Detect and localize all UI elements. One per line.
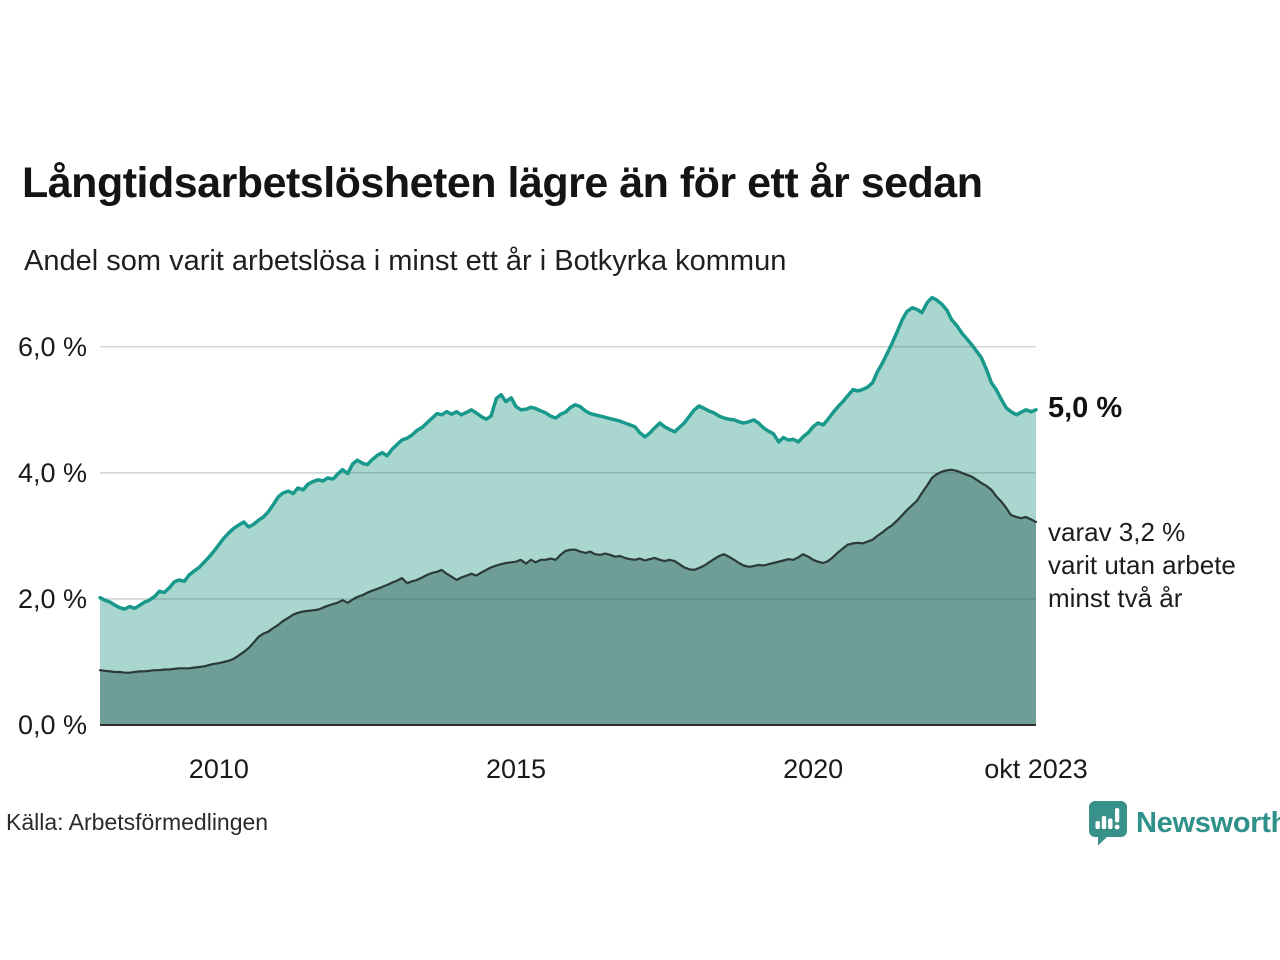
- y-tick-label: 0,0 %: [18, 710, 88, 740]
- x-tick-label: 2010: [188, 754, 249, 784]
- secondary-annotation-line-3: minst två år: [1048, 583, 1183, 613]
- newsworthy-wordmark: Newsworthy: [1136, 806, 1280, 839]
- newsworthy-logo[interactable]: Newsworthy: [1088, 800, 1280, 846]
- secondary-series-annotation: varav 3,2 % varit utan arbete minst två …: [1048, 516, 1236, 615]
- page-title: Långtidsarbetslösheten lägre än för ett …: [22, 158, 983, 207]
- secondary-annotation-line-2: varit utan arbete: [1048, 550, 1236, 580]
- x-tick-label: 2020: [783, 754, 844, 784]
- page-subtitle: Andel som varit arbetslösa i minst ett å…: [24, 245, 787, 277]
- y-tick-label: 4,0 %: [18, 457, 88, 488]
- line-series-2: [98, 468, 1038, 674]
- area-fill-series-2: [100, 469, 1036, 725]
- latest-value-annotation: 5,0 %: [1048, 392, 1123, 424]
- line-series-1: [98, 295, 1038, 611]
- secondary-annotation-line-1: varav 3,2 %: [1048, 517, 1186, 547]
- source-attribution: Källa: Arbetsförmedlingen: [6, 809, 269, 835]
- y-tick-label: 2,0 %: [18, 583, 88, 614]
- newsworthy-bubble-icon: [1088, 800, 1128, 846]
- y-tick-label: 6,0 %: [18, 331, 88, 362]
- x-tick-label: 2015: [485, 754, 547, 784]
- x-tick-label: okt 2023: [984, 754, 1088, 784]
